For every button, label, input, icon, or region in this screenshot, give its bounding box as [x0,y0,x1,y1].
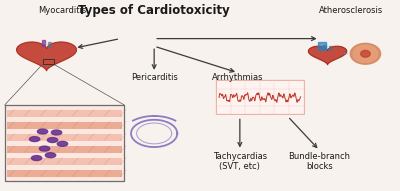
Circle shape [32,138,37,140]
Text: Tachycardias
(SVT, etc): Tachycardias (SVT, etc) [213,152,267,171]
Polygon shape [323,45,326,49]
Polygon shape [361,50,370,57]
Text: Atherosclerosis: Atherosclerosis [319,6,384,15]
Text: Bundle-branch
blocks: Bundle-branch blocks [288,152,350,171]
Polygon shape [329,46,332,50]
Bar [5,105,124,181]
Text: Types of Cardiotoxicity: Types of Cardiotoxicity [78,4,230,18]
Circle shape [50,139,55,141]
Polygon shape [42,40,44,46]
Bar [42,59,54,64]
Text: Pericarditis: Pericarditis [131,73,178,82]
Polygon shape [308,46,347,65]
Bar [7,158,122,165]
Circle shape [31,156,42,161]
Circle shape [37,129,48,134]
Polygon shape [318,42,326,50]
Polygon shape [17,42,76,70]
Circle shape [47,138,58,142]
Circle shape [48,154,53,157]
Circle shape [45,153,56,158]
Polygon shape [48,42,50,47]
Circle shape [40,130,45,133]
Bar [7,170,122,177]
Circle shape [57,141,68,146]
Text: Arrhythmias: Arrhythmias [212,73,264,82]
Circle shape [51,130,62,135]
Bar [216,80,304,114]
Bar [7,146,122,153]
Circle shape [29,137,40,142]
Circle shape [34,157,39,159]
Circle shape [39,146,50,151]
Polygon shape [350,43,380,64]
Circle shape [42,147,47,150]
Circle shape [54,131,59,134]
Text: Myocarditis: Myocarditis [38,6,87,15]
Bar [7,109,122,117]
Circle shape [60,142,65,145]
Bar [7,134,122,141]
Bar [7,122,122,129]
Polygon shape [354,45,377,62]
